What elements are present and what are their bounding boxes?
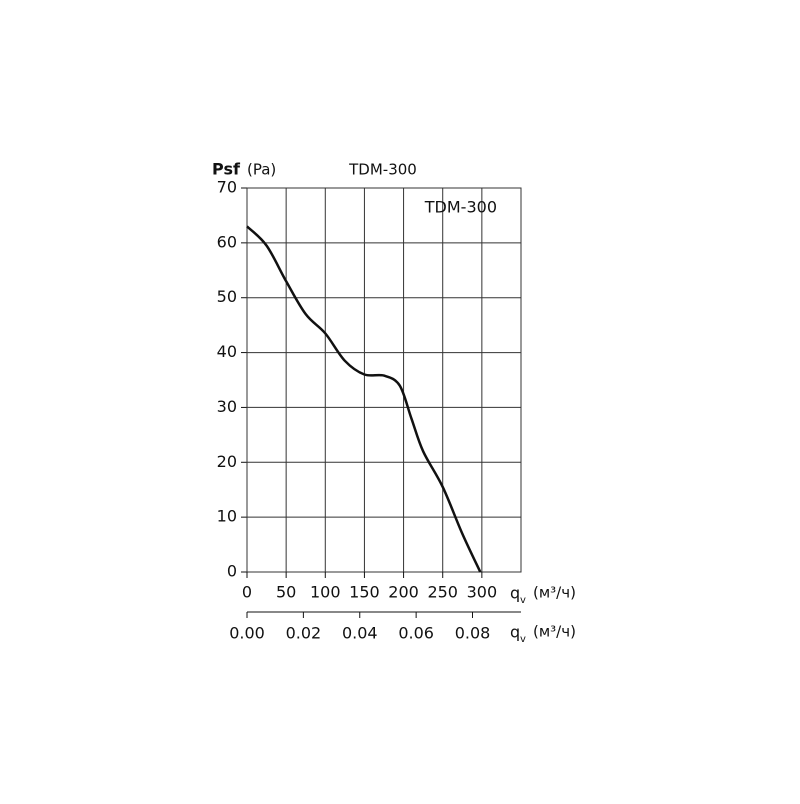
x2-tick-label: 0.02 (286, 624, 322, 643)
y-tick-label: 60 (217, 232, 237, 251)
x-axis-label-subscript: v (520, 595, 526, 606)
x-tick-label: 100 (310, 583, 341, 602)
x2-axis-label-subscript: v (520, 634, 526, 645)
chart-title: TDM-300 (348, 161, 417, 179)
legend-label: TDM-300 (424, 198, 497, 217)
y-axis-label: Psf (212, 160, 241, 179)
y-tick-label: 20 (217, 452, 237, 471)
series-line (246, 225, 482, 573)
plot-frame (246, 187, 522, 573)
x2-axis-label: q (510, 623, 520, 642)
x-tick-label: 150 (349, 583, 380, 602)
y-axis-unit: (Pa) (247, 161, 276, 179)
x2-tick-label: 0.00 (229, 624, 265, 643)
y-tick-label: 70 (217, 178, 237, 197)
x-tick-label: 200 (388, 583, 419, 602)
x-axis-label: q (510, 584, 520, 603)
y-tick-label: 0 (227, 562, 237, 581)
y-tick-label: 40 (217, 342, 237, 361)
x-axis-unit: (м³/ч) (533, 584, 576, 602)
x-tick-label: 250 (427, 583, 458, 602)
y-tick-label: 10 (217, 507, 237, 526)
x-tick-label: 0 (242, 583, 252, 602)
x-tick-label: 300 (467, 583, 498, 602)
x2-tick-label: 0.04 (342, 624, 378, 643)
x-tick-label: 50 (276, 583, 296, 602)
x2-axis-unit: (м³/ч) (533, 623, 576, 641)
y-tick-label: 50 (217, 287, 237, 306)
x2-tick-label: 0.06 (398, 624, 434, 643)
y-tick-label: 30 (217, 397, 237, 416)
x2-tick-label: 0.08 (455, 624, 491, 643)
